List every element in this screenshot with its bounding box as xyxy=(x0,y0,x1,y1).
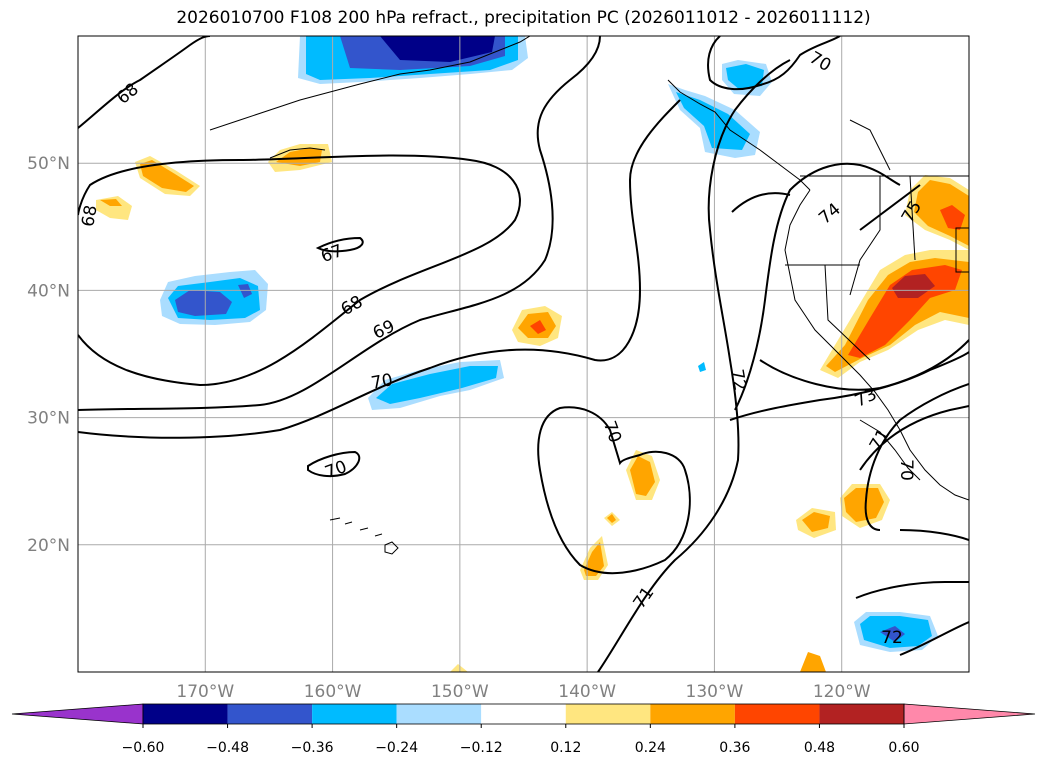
colorbar-segment xyxy=(396,704,482,724)
colorbar: −0.60 −0.48 −0.36 −0.24 −0.12 0.12 0.24 0.36 0.4… xyxy=(11,703,1036,756)
lat-tick-label: 40°N xyxy=(27,281,70,301)
colorbar-segment xyxy=(819,704,904,724)
contour-label: 69 xyxy=(370,316,398,343)
colorbar-segment xyxy=(481,704,566,724)
baja-coast xyxy=(859,419,921,481)
colorbar-outline xyxy=(142,703,905,725)
contour-71-east xyxy=(859,405,969,471)
precip-fill-layer xyxy=(96,36,969,672)
contour-label: 70 xyxy=(322,457,349,483)
contour-label: 68 xyxy=(78,204,101,229)
contour-label: 70 xyxy=(370,370,395,393)
bc-coast xyxy=(667,79,811,191)
contour-72-south xyxy=(855,580,969,599)
colorbar-tick-label: −0.60 xyxy=(122,740,165,756)
contour-label: 68 xyxy=(338,292,367,320)
colorbar-segment xyxy=(143,704,228,724)
hawaii-islands xyxy=(329,517,399,555)
contour-label: 70 xyxy=(896,459,916,481)
contour-70-main xyxy=(78,99,681,439)
latitude-labels: 50°N 40°N 30°N 20°N xyxy=(27,154,70,556)
colorbar-tick-label: −0.36 xyxy=(291,740,334,756)
contour-69 xyxy=(78,36,601,411)
colorbar-tick-label: 0.36 xyxy=(719,740,750,756)
lon-tick-label: 130°W xyxy=(686,682,744,702)
alaska-coast xyxy=(209,36,531,131)
colorbar-tick-label: 0.12 xyxy=(550,740,581,756)
colorbar-tick-label: 0.48 xyxy=(804,740,835,756)
colorbar-tick-label: −0.12 xyxy=(460,740,503,756)
colorbar-segment xyxy=(227,704,313,724)
contour-label: 70 xyxy=(806,48,835,76)
lon-tick-label: 150°W xyxy=(431,682,489,702)
colorbar-segment xyxy=(312,704,397,724)
colorbar-segment xyxy=(734,704,820,724)
graticule xyxy=(78,36,969,672)
colorbar-tick-label: −0.48 xyxy=(206,740,249,756)
colorbar-segment xyxy=(565,704,651,724)
contour-label: 71 xyxy=(866,426,894,455)
contour-label: 74 xyxy=(815,199,844,228)
lon-tick-label: 160°W xyxy=(304,682,362,702)
contour-label: 72 xyxy=(726,368,749,393)
colorbar-extend-low xyxy=(11,703,144,725)
colorbar-segment xyxy=(650,704,735,724)
colorbar-tick-label: 0.60 xyxy=(888,740,919,756)
contour-68-nw xyxy=(78,36,211,129)
contour-70-small xyxy=(307,450,361,478)
lon-tick-label: 140°W xyxy=(558,682,616,702)
contour-68-central xyxy=(78,154,521,387)
contour-72 xyxy=(734,162,901,411)
lon-tick-label: 120°W xyxy=(813,682,871,702)
map-title: 2026010700 F108 200 hPa refract., precip… xyxy=(176,8,871,28)
contour-label: 72 xyxy=(881,628,903,648)
lon-tick-label: 170°W xyxy=(176,682,234,702)
lat-tick-label: 30°N xyxy=(27,409,70,429)
colorbar-extend-high xyxy=(903,703,1036,725)
contour-label: 68 xyxy=(113,79,142,108)
refractivity-contours xyxy=(78,36,969,672)
colorbar-tick-label: 0.24 xyxy=(635,740,666,756)
contour-73 xyxy=(729,351,969,421)
map-frame xyxy=(77,35,970,673)
contour-67 xyxy=(315,236,364,253)
lat-tick-label: 50°N xyxy=(27,154,70,174)
coastlines xyxy=(209,36,969,555)
us-west-coast xyxy=(784,189,969,501)
contour-70-northeast xyxy=(707,36,841,91)
colorbar-tick-label: −0.24 xyxy=(375,740,418,756)
contour-71 xyxy=(597,59,791,672)
contour-70-southern xyxy=(537,406,691,575)
contour-label: 71 xyxy=(630,583,659,612)
lat-tick-label: 20°N xyxy=(27,536,70,556)
longitude-labels: 170°W 160°W 150°W 140°W 130°W 120°W xyxy=(176,682,870,702)
contour-label: 70 xyxy=(599,418,625,445)
